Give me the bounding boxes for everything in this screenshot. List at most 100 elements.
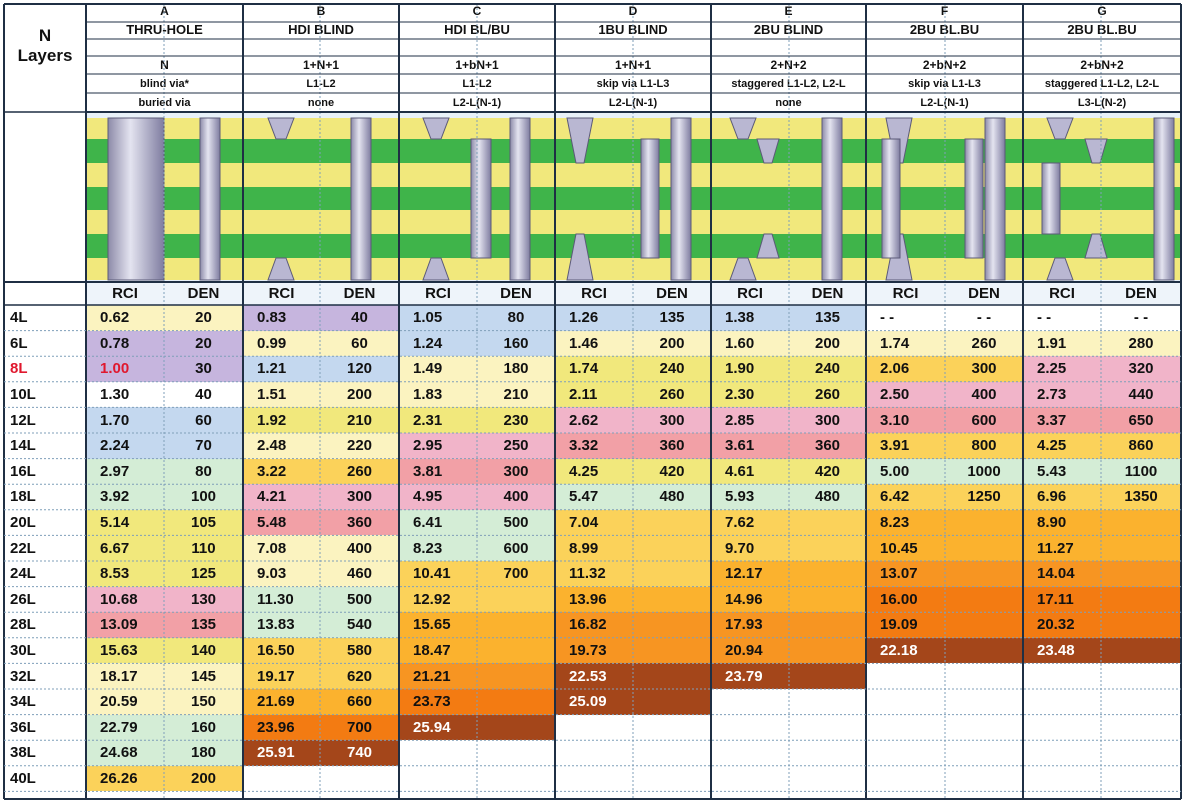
table-cell-den — [789, 740, 866, 766]
table-cell-den: 230 — [477, 407, 555, 433]
table-cell-den: 160 — [477, 330, 555, 357]
table-cell-rci: 15.63 — [86, 637, 164, 664]
column-d-buried: L2-L(N-1) — [608, 96, 658, 109]
table-cell-den — [633, 561, 711, 587]
column-g-buried: L3-L(N-2) — [1077, 96, 1127, 109]
corner-layers-label: Layers — [17, 46, 73, 65]
table-cell-den — [1101, 612, 1181, 638]
via-icon — [640, 138, 660, 259]
sub-header-den: DEN — [789, 282, 866, 305]
table-cell-rci: 22.53 — [555, 663, 633, 689]
table-cell-den: 460 — [320, 561, 399, 587]
sub-header-den: DEN — [633, 282, 711, 305]
table-cell-rci — [711, 714, 789, 741]
column-a-letter: A — [160, 4, 169, 18]
table-cell-den — [633, 765, 711, 792]
table-cell-den: 30 — [164, 356, 243, 382]
table-cell-rci: 11.32 — [555, 561, 633, 587]
table-cell-den: 480 — [633, 484, 711, 510]
table-cell-rci: 5.14 — [86, 509, 164, 536]
table-cell-rci: 1.38 — [711, 305, 789, 331]
table-cell-den — [633, 535, 711, 561]
table-cell-den: 420 — [789, 458, 866, 485]
table-cell-den: 240 — [633, 356, 711, 382]
table-cell-den — [945, 765, 1023, 792]
table-cell-rci: 2.73 — [1023, 381, 1101, 408]
row-label: 8L — [10, 360, 28, 378]
table-cell-rci: 4.95 — [399, 484, 477, 510]
table-cell-rci: 4.25 — [1023, 433, 1101, 459]
table-cell-den — [789, 689, 866, 715]
column-c-blind: L1-L2 — [462, 77, 492, 90]
table-cell-den: 500 — [320, 586, 399, 613]
sub-header-rci: RCI — [243, 282, 320, 305]
row-label: 4L — [10, 309, 28, 327]
microvia-icon — [566, 233, 594, 281]
table-cell-rci — [243, 765, 320, 792]
column-f-letter: F — [940, 4, 949, 18]
column-a-blind: blind via* — [140, 77, 189, 90]
via-icon — [1153, 117, 1175, 281]
table-cell-rci: 23.48 — [1023, 637, 1101, 664]
column-d-letter: D — [628, 4, 638, 18]
table-cell-rci: 2.31 — [399, 407, 477, 433]
table-cell-rci: 2.30 — [711, 381, 789, 408]
table-cell-rci: 6.67 — [86, 535, 164, 561]
table-cell-den — [477, 637, 555, 664]
table-cell-den — [477, 765, 555, 792]
table-cell-den: 400 — [320, 535, 399, 561]
table-cell-den: 140 — [164, 637, 243, 664]
column-a-name: THRU-HOLE — [126, 21, 203, 37]
table-cell-den — [789, 561, 866, 587]
stackup-layer — [86, 139, 1181, 163]
table-cell-den — [633, 740, 711, 766]
via-icon — [821, 117, 843, 281]
table-cell-den: 150 — [164, 689, 243, 715]
table-cell-rci: 1.49 — [399, 356, 477, 382]
table-cell-rci — [866, 765, 945, 792]
table-cell-den: 260 — [633, 381, 711, 408]
table-cell-den: 60 — [320, 330, 399, 357]
table-cell-den: 440 — [1101, 381, 1181, 408]
table-cell-rci: 12.92 — [399, 586, 477, 613]
sub-header-den: DEN — [945, 282, 1023, 305]
table-cell-den: 260 — [945, 330, 1023, 357]
table-cell-rci: 7.62 — [711, 509, 789, 536]
table-cell-den — [1101, 740, 1181, 766]
row-label: 10L — [10, 386, 36, 404]
table-cell-den — [945, 663, 1023, 689]
table-cell-den — [477, 714, 555, 741]
group-separator — [398, 112, 400, 282]
table-cell-den: 300 — [320, 484, 399, 510]
table-cell-rci: 1.90 — [711, 356, 789, 382]
row-label: 12L — [10, 411, 36, 429]
via-icon — [509, 117, 531, 281]
group-separator — [85, 112, 87, 282]
table-cell-rci — [711, 740, 789, 766]
table-cell-rci — [1023, 689, 1101, 715]
table-cell-den: 360 — [789, 433, 866, 459]
table-cell-den: 320 — [1101, 356, 1181, 382]
sub-header-den: DEN — [477, 282, 555, 305]
group-separator — [554, 112, 556, 282]
table-cell-den — [477, 612, 555, 638]
table-cell-den — [945, 561, 1023, 587]
microvia-icon — [1046, 257, 1074, 281]
table-cell-den: 360 — [633, 433, 711, 459]
table-cell-den — [477, 663, 555, 689]
table-cell-rci: 5.93 — [711, 484, 789, 510]
table-cell-den — [633, 689, 711, 715]
table-cell-den — [789, 714, 866, 741]
table-cell-rci — [866, 689, 945, 715]
table-cell-rci: 4.25 — [555, 458, 633, 485]
via-icon — [881, 138, 901, 259]
via-icon — [470, 138, 492, 259]
sub-header-rci: RCI — [1023, 282, 1101, 305]
sub-header-rci: RCI — [399, 282, 477, 305]
table-cell-den: 300 — [633, 407, 711, 433]
row-label: 34L — [10, 693, 36, 711]
via-icon — [107, 117, 165, 281]
table-cell-den: 300 — [945, 356, 1023, 382]
table-cell-rci: 2.25 — [1023, 356, 1101, 382]
table-cell-den: 1100 — [1101, 458, 1181, 485]
